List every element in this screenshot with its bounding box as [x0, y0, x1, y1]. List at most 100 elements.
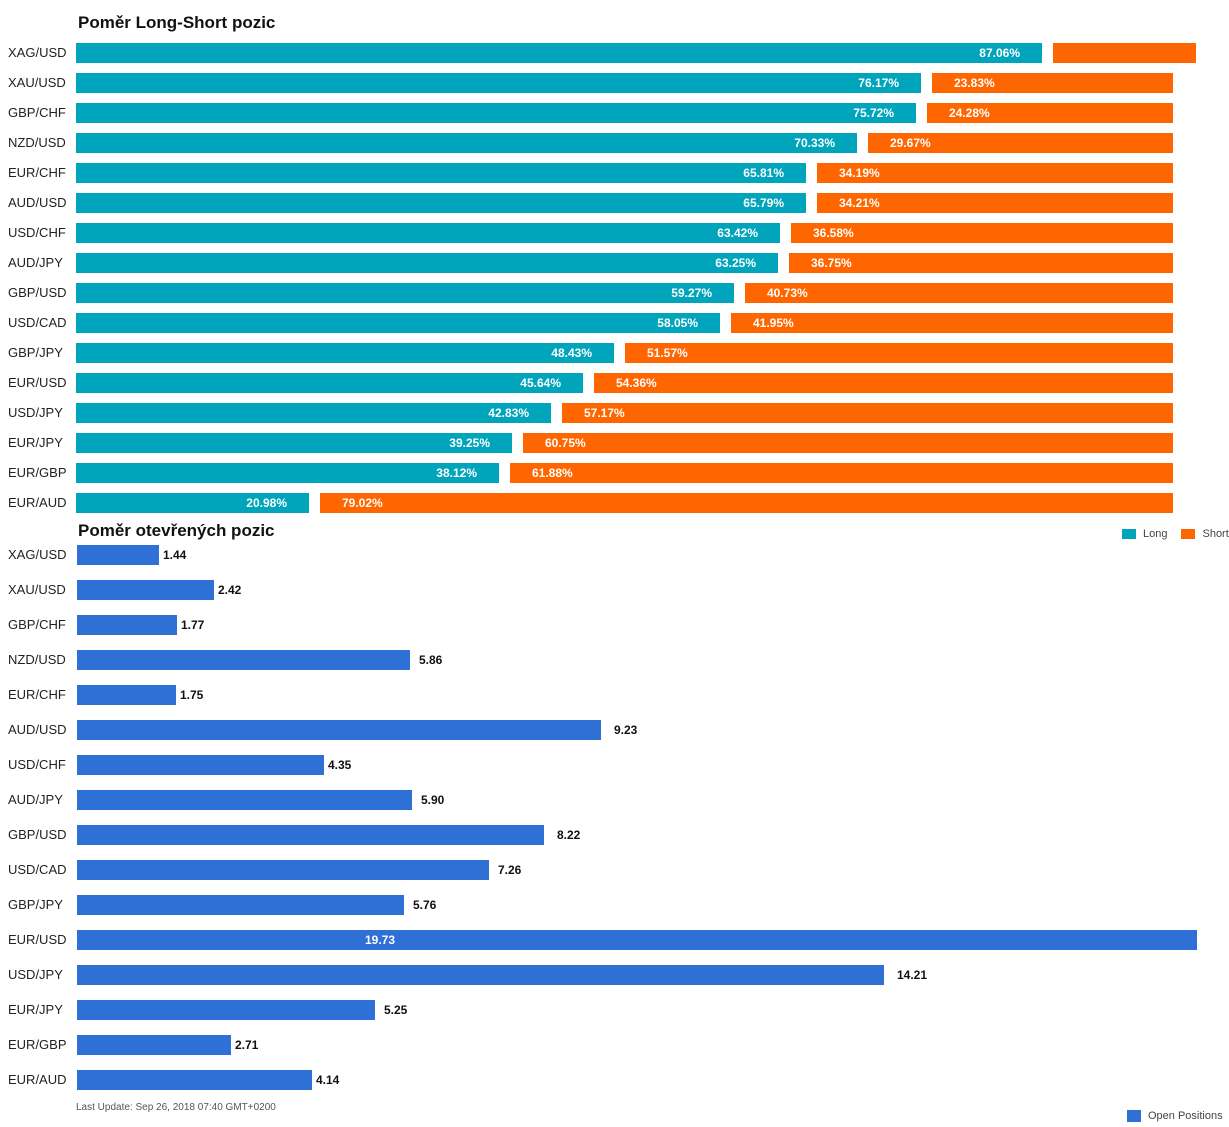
long-short-title: Poměr Long-Short pozic	[78, 13, 276, 32]
short-value-label: 40.73%	[767, 286, 808, 300]
long-value-label: 58.05%	[657, 316, 698, 330]
long-bar	[76, 343, 614, 363]
pair-label: EUR/CHF	[8, 687, 66, 702]
pair-label: USD/CHF	[8, 757, 66, 772]
open-positions-bar	[77, 790, 412, 810]
short-value-label: 36.75%	[811, 256, 852, 270]
pair-label: EUR/JPY	[8, 1002, 63, 1017]
pair-label: XAG/USD	[8, 547, 67, 562]
open-positions-bar	[77, 615, 177, 635]
short-bar	[868, 133, 1173, 153]
pair-label: EUR/USD	[8, 932, 67, 947]
long-value-label: 20.98%	[246, 496, 287, 510]
open-positions-bar	[77, 860, 489, 880]
pair-label: AUD/JPY	[8, 792, 63, 807]
open-positions-legend: Open Positions	[1127, 1110, 1223, 1122]
pair-label: EUR/USD	[8, 375, 67, 390]
open-positions-bar	[77, 895, 404, 915]
legend-swatch-open-positions	[1127, 1110, 1141, 1122]
short-bar	[745, 283, 1173, 303]
short-value-label: 24.28%	[949, 106, 990, 120]
short-value-label: 29.67%	[890, 136, 931, 150]
pair-label: NZD/USD	[8, 652, 66, 667]
long-value-label: 70.33%	[794, 136, 835, 150]
legend-swatch-short	[1181, 529, 1196, 539]
long-value-label: 59.27%	[671, 286, 712, 300]
open-positions-value-label: 7.26	[498, 863, 522, 877]
legend-label-short: Short	[1202, 528, 1229, 540]
last-update-note: Last Update: Sep 26, 2018 07:40 GMT+0200	[76, 1102, 276, 1113]
short-value-label: 60.75%	[545, 436, 586, 450]
pair-label: EUR/AUD	[8, 495, 67, 510]
short-bar	[791, 223, 1173, 243]
pair-label: EUR/AUD	[8, 1072, 67, 1087]
short-bar	[789, 253, 1173, 273]
open-positions-bar	[77, 720, 601, 740]
short-bar	[562, 403, 1173, 423]
short-bar	[817, 163, 1173, 183]
open-positions-bar	[77, 825, 544, 845]
long-bar	[76, 433, 512, 453]
long-bar	[76, 133, 857, 153]
long-value-label: 45.64%	[520, 376, 561, 390]
long-bar	[76, 163, 806, 183]
legend-item-short: Short	[1181, 528, 1229, 540]
long-value-label: 48.43%	[551, 346, 592, 360]
short-value-label: 57.17%	[584, 406, 625, 420]
open-positions-bar	[77, 685, 176, 705]
short-bar	[731, 313, 1173, 333]
open-positions-value-label: 5.86	[419, 653, 443, 667]
open-positions-value-label: 1.44	[163, 548, 187, 562]
open-positions-value-label: 4.35	[328, 758, 352, 772]
short-bar	[625, 343, 1173, 363]
pair-label: XAU/USD	[8, 582, 66, 597]
long-bar	[76, 373, 583, 393]
long-bar	[76, 493, 309, 513]
pair-label: USD/JPY	[8, 405, 63, 420]
open-positions-value-label: 2.71	[235, 1038, 259, 1052]
pair-label: EUR/CHF	[8, 165, 66, 180]
legend-label-open-positions: Open Positions	[1148, 1110, 1223, 1122]
open-positions-bar	[77, 1035, 231, 1055]
long-bar	[76, 463, 499, 483]
pair-label: USD/JPY	[8, 967, 63, 982]
pair-label: AUD/USD	[8, 722, 67, 737]
long-short-legend: Long Short	[1122, 528, 1229, 540]
open-positions-bar	[77, 650, 410, 670]
legend-label-long: Long	[1143, 528, 1168, 540]
open-positions-value-label: 2.42	[218, 583, 242, 597]
open-positions-value-label: 19.73	[365, 933, 396, 947]
open-positions-bar	[77, 930, 1197, 950]
short-bar	[510, 463, 1173, 483]
open-positions-value-label: 5.76	[413, 898, 437, 912]
pair-label: XAU/USD	[8, 75, 66, 90]
open-positions-value-label: 1.75	[180, 688, 204, 702]
long-value-label: 76.17%	[858, 76, 899, 90]
pair-label: EUR/GBP	[8, 1037, 67, 1052]
long-value-label: 75.72%	[853, 106, 894, 120]
long-bar	[76, 193, 806, 213]
pair-label: GBP/JPY	[8, 345, 63, 360]
legend-item-open-positions: Open Positions	[1127, 1110, 1223, 1122]
pair-label: EUR/GBP	[8, 465, 67, 480]
long-value-label: 38.12%	[436, 466, 477, 480]
open-positions-bar	[77, 1070, 312, 1090]
pair-label: AUD/JPY	[8, 255, 63, 270]
open-positions-value-label: 1.77	[181, 618, 205, 632]
long-bar	[76, 223, 780, 243]
pair-label: GBP/CHF	[8, 105, 66, 120]
short-value-label: 54.36%	[616, 376, 657, 390]
open-positions-title: Poměr otevřených pozic	[78, 521, 275, 540]
long-bar	[76, 403, 551, 423]
long-bar	[76, 283, 734, 303]
open-positions-value-label: 4.14	[316, 1073, 340, 1087]
long-bar	[76, 253, 778, 273]
short-value-label: 61.88%	[532, 466, 573, 480]
short-bar	[817, 193, 1173, 213]
short-bar	[594, 373, 1173, 393]
short-bar	[523, 433, 1173, 453]
pair-label: USD/CHF	[8, 225, 66, 240]
open-positions-bar	[77, 1000, 375, 1020]
pair-label: USD/CAD	[8, 315, 67, 330]
open-positions-bar	[77, 580, 214, 600]
